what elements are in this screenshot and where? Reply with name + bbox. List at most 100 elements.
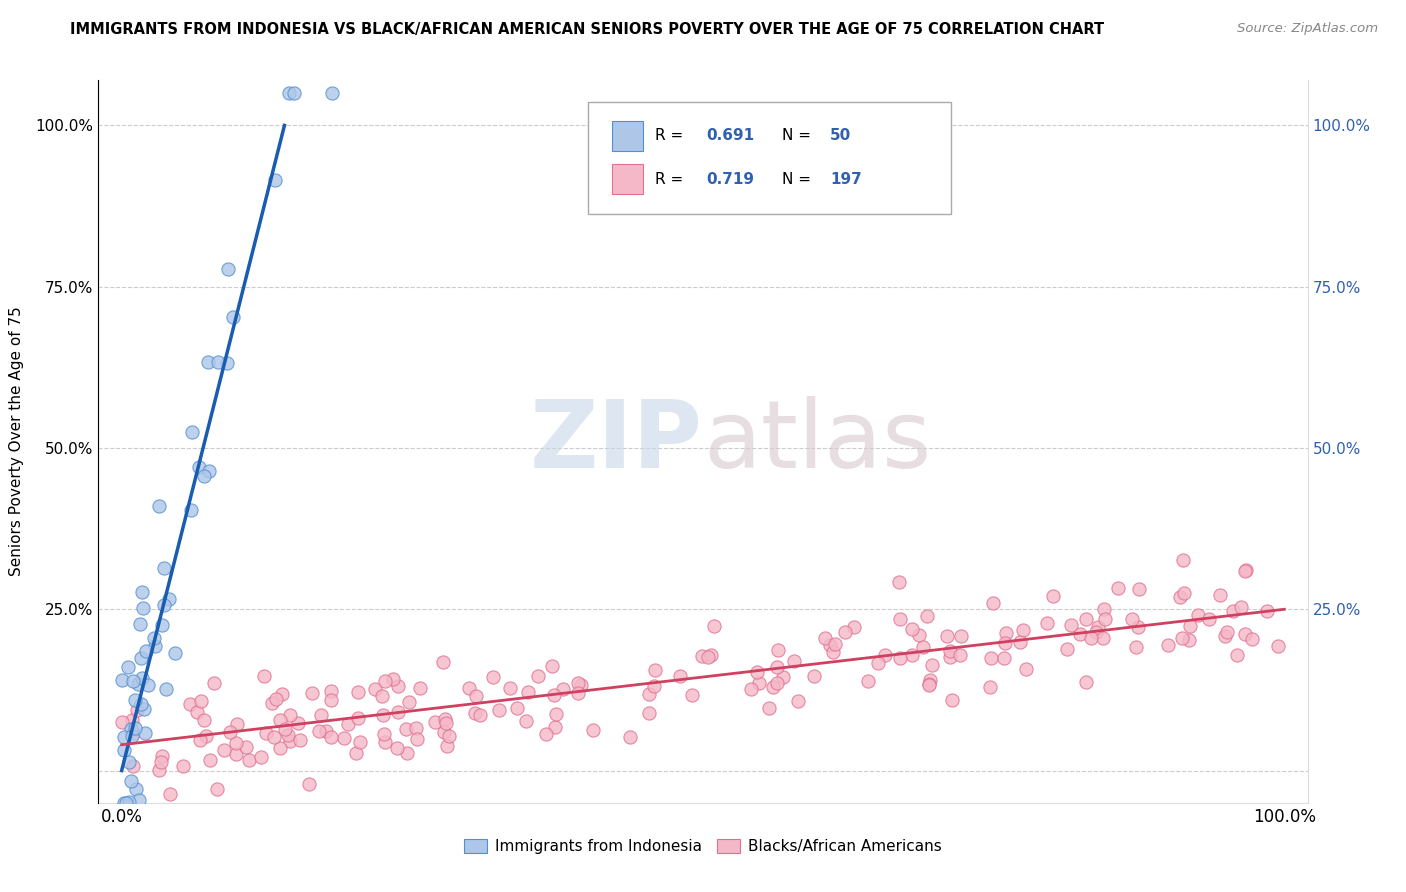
- Point: [643, 679, 665, 693]
- FancyBboxPatch shape: [613, 120, 643, 151]
- Point: [112, 796, 135, 810]
- Point: [217, 261, 239, 276]
- Text: 197: 197: [830, 172, 862, 186]
- Point: [385, 740, 408, 755]
- Point: [387, 679, 409, 693]
- Point: [235, 740, 257, 755]
- Point: [1171, 631, 1194, 645]
- Point: [433, 712, 456, 726]
- Point: [118, 795, 141, 809]
- Point: [1015, 662, 1038, 676]
- Point: [129, 616, 152, 631]
- Point: [288, 733, 311, 747]
- Point: [681, 688, 703, 702]
- Point: [437, 729, 460, 743]
- Point: [1085, 624, 1108, 639]
- Y-axis label: Seniors Poverty Over the Age of 75: Seniors Poverty Over the Age of 75: [10, 307, 24, 576]
- Point: [1092, 631, 1115, 645]
- Point: [207, 354, 229, 368]
- Point: [225, 747, 247, 761]
- Point: [697, 650, 720, 665]
- Point: [939, 649, 962, 664]
- Point: [112, 742, 135, 756]
- Point: [1213, 629, 1236, 643]
- Point: [121, 759, 143, 773]
- Point: [748, 675, 770, 690]
- Point: [464, 689, 486, 703]
- Point: [488, 703, 510, 717]
- Point: [423, 714, 446, 729]
- Point: [114, 796, 136, 810]
- Point: [260, 696, 283, 710]
- Point: [111, 673, 134, 687]
- Point: [124, 692, 146, 706]
- Point: [1012, 624, 1035, 638]
- Point: [238, 753, 260, 767]
- Point: [1177, 633, 1199, 648]
- Point: [278, 734, 301, 748]
- Point: [311, 708, 333, 723]
- Point: [263, 173, 285, 187]
- Point: [364, 682, 387, 697]
- Point: [198, 464, 221, 478]
- Point: [249, 750, 271, 764]
- Point: [1198, 612, 1220, 626]
- Point: [263, 730, 285, 744]
- Point: [1056, 641, 1078, 656]
- Point: [134, 726, 156, 740]
- Point: [544, 720, 567, 734]
- Point: [218, 725, 240, 739]
- Point: [298, 777, 321, 791]
- Point: [205, 781, 228, 796]
- Point: [283, 86, 305, 100]
- Text: ZIP: ZIP: [530, 395, 703, 488]
- Point: [157, 591, 180, 606]
- Point: [786, 694, 808, 708]
- Text: R =: R =: [655, 128, 688, 144]
- Point: [274, 722, 297, 736]
- Point: [668, 669, 690, 683]
- Point: [1157, 638, 1180, 652]
- Point: [332, 731, 354, 745]
- Point: [124, 721, 146, 735]
- Point: [408, 681, 430, 695]
- Point: [436, 739, 458, 753]
- Point: [117, 659, 139, 673]
- Point: [993, 651, 1015, 665]
- FancyBboxPatch shape: [588, 102, 950, 214]
- Point: [319, 684, 342, 698]
- Point: [129, 697, 152, 711]
- Point: [534, 726, 557, 740]
- Point: [202, 676, 225, 690]
- Point: [541, 659, 564, 673]
- Point: [193, 468, 215, 483]
- Point: [1234, 564, 1257, 578]
- Point: [700, 648, 723, 662]
- Point: [278, 86, 301, 100]
- Point: [135, 644, 157, 658]
- Point: [908, 628, 931, 642]
- Point: [619, 730, 641, 744]
- Point: [131, 584, 153, 599]
- Point: [277, 728, 299, 742]
- Point: [124, 782, 146, 797]
- Point: [387, 705, 409, 719]
- Point: [432, 655, 454, 669]
- Point: [980, 651, 1002, 665]
- Point: [142, 631, 165, 645]
- Point: [1173, 586, 1195, 600]
- Point: [690, 649, 713, 664]
- Point: [163, 646, 186, 660]
- Point: [134, 701, 156, 715]
- Point: [180, 425, 202, 439]
- Point: [546, 706, 568, 721]
- Point: [1069, 627, 1091, 641]
- Point: [949, 648, 972, 662]
- Point: [911, 640, 934, 654]
- Point: [111, 714, 134, 729]
- Point: [225, 736, 247, 750]
- Point: [321, 693, 343, 707]
- Point: [433, 725, 456, 739]
- Point: [747, 665, 769, 680]
- Point: [197, 355, 219, 369]
